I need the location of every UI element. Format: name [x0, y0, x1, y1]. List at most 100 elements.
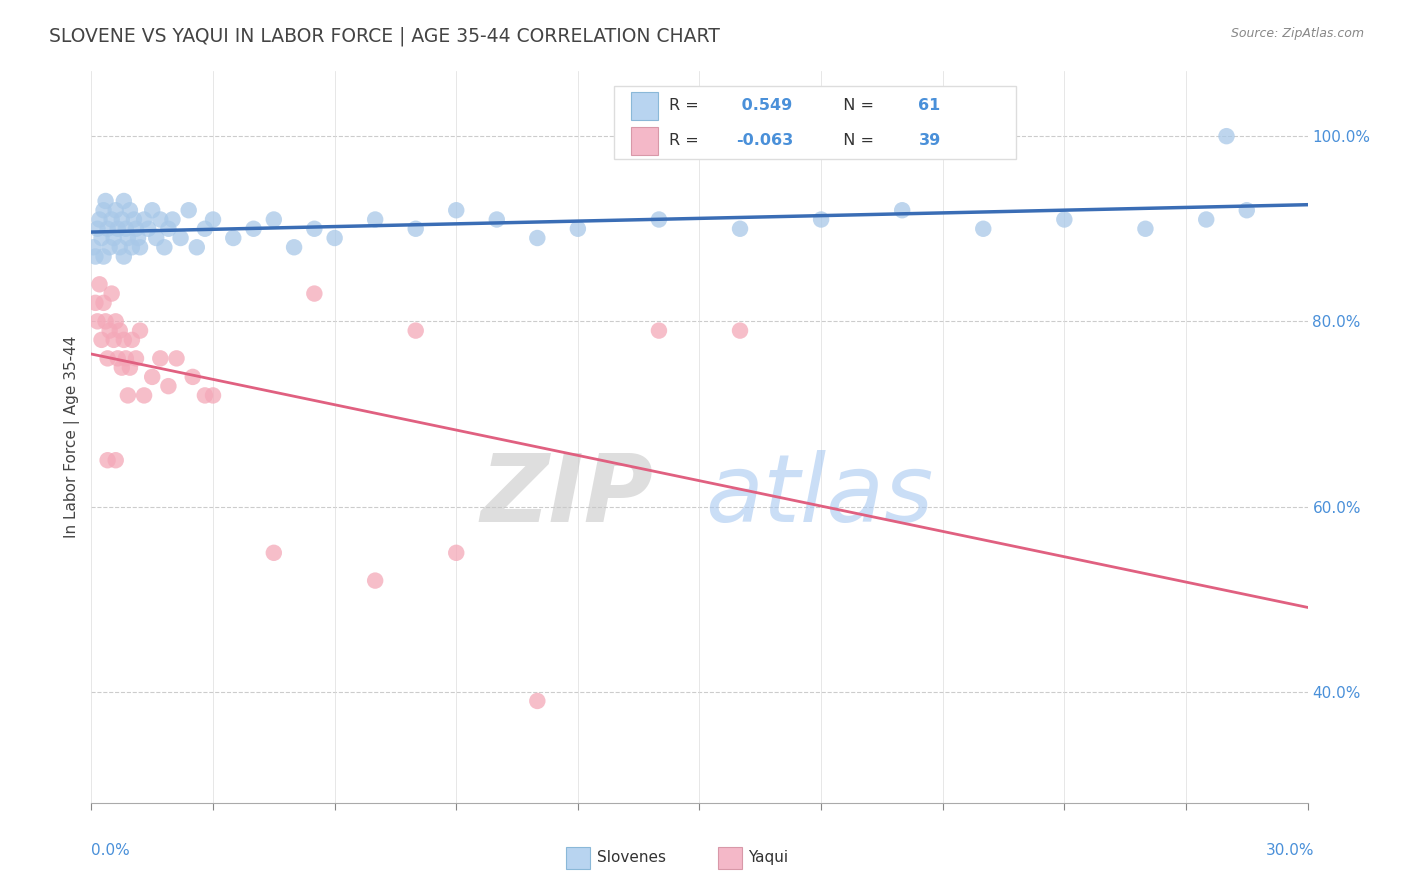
FancyBboxPatch shape: [717, 847, 742, 869]
Point: [186, 240, 208, 254]
Point: [1053, 212, 1076, 227]
Point: [90, 333, 112, 347]
Point: [194, 221, 217, 235]
Point: [93, 295, 115, 310]
Point: [115, 221, 138, 235]
Point: [141, 203, 163, 218]
Point: [86, 314, 108, 328]
Point: [485, 212, 508, 227]
Point: [728, 221, 751, 235]
Point: [153, 240, 176, 254]
Text: 61: 61: [918, 98, 941, 113]
Point: [202, 212, 225, 227]
Point: [242, 221, 264, 235]
Point: [891, 203, 914, 218]
Point: [169, 231, 191, 245]
Text: R =: R =: [669, 133, 704, 148]
Point: [104, 314, 127, 328]
Point: [90, 231, 112, 245]
Point: [149, 212, 172, 227]
Point: [323, 231, 346, 245]
Point: [728, 324, 751, 338]
Point: [972, 221, 994, 235]
Point: [166, 351, 188, 366]
Point: [648, 212, 671, 227]
Point: [177, 203, 200, 218]
Point: [111, 360, 134, 375]
Point: [94, 194, 117, 208]
FancyBboxPatch shape: [614, 86, 1015, 159]
FancyBboxPatch shape: [631, 127, 658, 154]
Point: [94, 314, 117, 328]
Point: [118, 203, 141, 218]
Point: [444, 203, 467, 218]
Point: [364, 574, 387, 588]
Text: 0.549: 0.549: [735, 98, 792, 113]
Point: [93, 250, 115, 264]
Point: [112, 250, 135, 264]
Point: [129, 240, 152, 254]
Point: [117, 388, 139, 402]
Point: [104, 453, 127, 467]
Point: [810, 212, 832, 227]
Point: [1195, 212, 1218, 227]
Point: [157, 221, 180, 235]
Point: [112, 194, 135, 208]
Point: [108, 240, 131, 254]
Point: [97, 221, 120, 235]
Point: [304, 286, 326, 301]
Point: [526, 694, 548, 708]
Point: [1215, 129, 1237, 144]
Point: [97, 453, 120, 467]
Point: [136, 221, 159, 235]
Text: Slovenes: Slovenes: [598, 850, 666, 865]
Point: [132, 388, 155, 402]
Text: R =: R =: [669, 98, 704, 113]
Text: 30.0%: 30.0%: [1267, 843, 1315, 858]
Point: [93, 203, 115, 218]
Point: [263, 212, 285, 227]
Point: [125, 351, 148, 366]
Point: [526, 231, 548, 245]
Point: [132, 212, 155, 227]
Point: [103, 333, 125, 347]
Text: atlas: atlas: [706, 450, 934, 541]
Text: Source: ZipAtlas.com: Source: ZipAtlas.com: [1230, 27, 1364, 40]
Point: [162, 212, 184, 227]
FancyBboxPatch shape: [631, 92, 658, 120]
Point: [149, 351, 172, 366]
Point: [405, 324, 427, 338]
Point: [129, 324, 152, 338]
Point: [1236, 203, 1258, 218]
Point: [100, 286, 122, 301]
Point: [98, 240, 121, 254]
Text: -0.063: -0.063: [735, 133, 793, 148]
Point: [82, 240, 104, 254]
Point: [111, 212, 134, 227]
Point: [103, 231, 125, 245]
Point: [648, 324, 671, 338]
Point: [157, 379, 180, 393]
Point: [98, 324, 121, 338]
Point: [107, 351, 129, 366]
Point: [108, 324, 131, 338]
Point: [222, 231, 245, 245]
Text: Yaqui: Yaqui: [748, 850, 789, 865]
Y-axis label: In Labor Force | Age 35-44: In Labor Force | Age 35-44: [65, 336, 80, 538]
Point: [115, 351, 138, 366]
Text: N =: N =: [834, 133, 879, 148]
Point: [405, 221, 427, 235]
Point: [86, 221, 108, 235]
Text: ZIP: ZIP: [481, 450, 654, 541]
Point: [122, 212, 145, 227]
Point: [202, 388, 225, 402]
Point: [100, 212, 122, 227]
Point: [1135, 221, 1157, 235]
Point: [84, 295, 107, 310]
Point: [283, 240, 305, 254]
Point: [127, 231, 149, 245]
Point: [84, 250, 107, 264]
Point: [141, 370, 163, 384]
Point: [444, 546, 467, 560]
Point: [104, 203, 127, 218]
